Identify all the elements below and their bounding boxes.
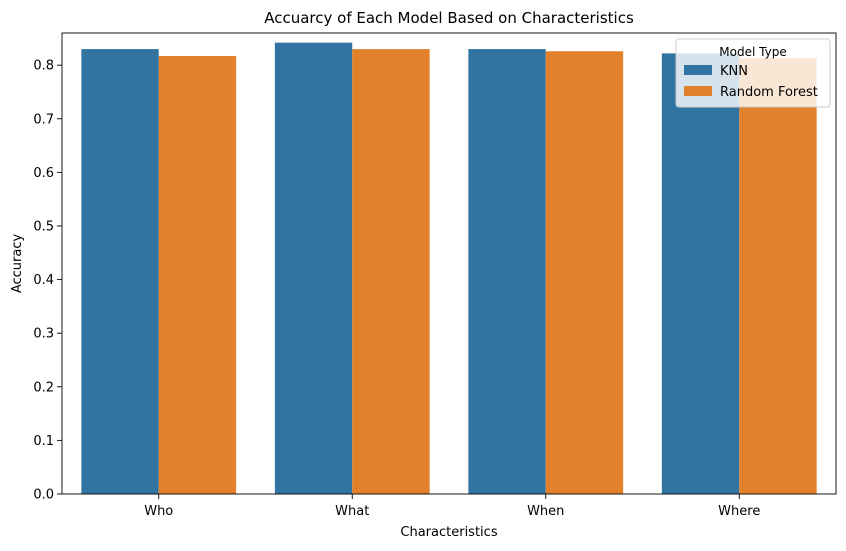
legend-label-random-forest: Random Forest [720, 85, 818, 100]
plot-frame [61, 32, 837, 495]
legend-entries: KNN Random Forest [684, 64, 818, 100]
legend-label-knn: KNN [720, 64, 748, 79]
bar-random-forest-who [158, 56, 237, 495]
x-axis-ticks: Who What When Where [144, 494, 760, 519]
y-tick-label: 0.8 [33, 59, 54, 74]
y-axis-label: Accuracy [10, 234, 25, 294]
legend-box [675, 38, 831, 108]
bar-knn-where [661, 53, 740, 495]
bar-knn-who [81, 49, 159, 495]
y-axis-ticks: 0.0 0.1 0.2 0.3 0.4 0.5 0.6 0.7 0.8 [33, 59, 62, 503]
legend-swatch-knn [684, 65, 712, 75]
bar-knn-what [274, 42, 353, 495]
bars-layer [81, 42, 817, 495]
y-tick-label: 0.4 [33, 273, 54, 288]
y-tick-label: 0.7 [33, 112, 54, 127]
legend-title: Model Type [719, 45, 786, 59]
x-axis-label: Characteristics [400, 525, 497, 540]
y-tick-label: 0.0 [33, 488, 54, 503]
y-tick-label: 0.3 [33, 327, 54, 342]
bar-random-forest-where [739, 58, 817, 495]
y-tick-label: 0.5 [33, 219, 54, 234]
legend-swatch-random-forest [684, 86, 712, 96]
chart-title: Accuarcy of Each Model Based on Characte… [264, 9, 634, 27]
bar-random-forest-what [352, 49, 430, 495]
y-tick-label: 0.6 [33, 166, 54, 181]
legend: Model Type KNN Random Forest [675, 38, 831, 108]
x-tick-label: When [527, 504, 564, 519]
x-tick-label: What [335, 504, 369, 519]
y-tick-label: 0.2 [33, 380, 54, 395]
bar-knn-when [468, 49, 546, 495]
x-tick-label: Who [144, 504, 173, 519]
x-tick-label: Where [718, 504, 760, 519]
bar-random-forest-when [545, 51, 624, 494]
y-tick-label: 0.1 [33, 434, 54, 449]
